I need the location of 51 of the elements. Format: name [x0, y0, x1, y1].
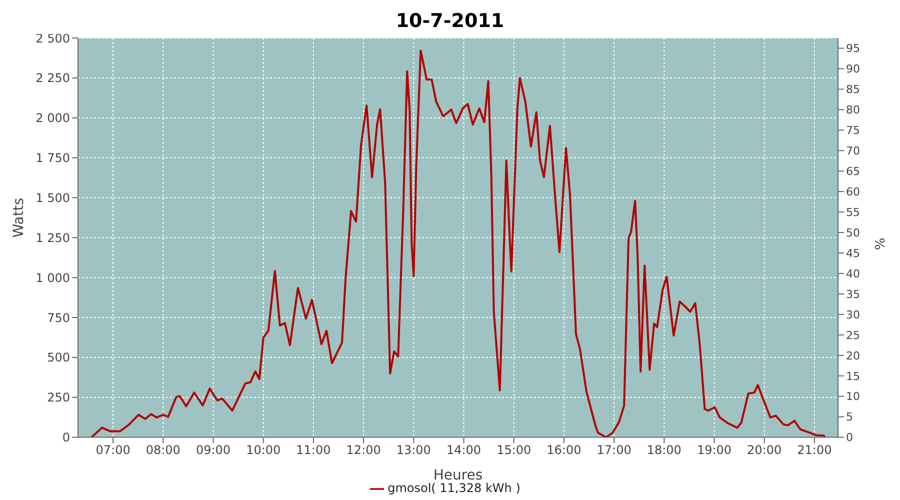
x-tick-label: 07:00 [96, 442, 130, 457]
y-tick-label: 1 500 [36, 190, 70, 205]
y-tick-label: 250 [47, 390, 70, 405]
x-tick-label: 21:00 [797, 442, 832, 457]
y2-tick-label: 60 [846, 185, 860, 198]
x-axis-title: Heures [433, 467, 483, 484]
line-series [90, 50, 826, 438]
y-axis-title: Watts [10, 198, 27, 238]
y-tick-label: 500 [47, 350, 70, 365]
x-tick-label: 19:00 [696, 442, 732, 457]
y2-tick-label: 85 [846, 83, 860, 96]
y2-tick-label: 35 [846, 288, 860, 301]
y-tick-label: 1 000 [36, 270, 70, 285]
x-tick-label: 18:00 [646, 442, 682, 457]
y-tick-label: 1 750 [36, 151, 70, 166]
y-tick-label: 2 250 [36, 71, 70, 86]
x-tick-label: 20:00 [747, 442, 782, 457]
y-tick-label: 1 250 [36, 230, 70, 245]
legend-label: gmosol( 11,328 kWh ) [388, 481, 520, 496]
x-tick-label: 13:00 [396, 442, 431, 457]
y2-tick-label: 50 [846, 226, 860, 240]
y2-tick-label: 90 [846, 62, 860, 76]
x-tick-label: 14:00 [446, 442, 482, 457]
y-tick-label: 750 [47, 310, 70, 325]
y2-tick-label: 15 [846, 370, 860, 383]
x-tick-label: 10:00 [246, 442, 281, 457]
y2-tick-label: 75 [846, 124, 860, 138]
y-tick-label: 0 [62, 430, 70, 445]
y2-tick-label: 55 [846, 206, 860, 219]
y2-tick-label: 65 [846, 165, 860, 178]
x-tick-label: 12:00 [346, 442, 381, 457]
y2-axis-title: % [874, 238, 889, 250]
y2-tick-label: 80 [846, 104, 860, 117]
y2-tick-label: 45 [846, 246, 860, 260]
y2-tick-label: 95 [846, 42, 860, 56]
x-tick-label: 15:00 [496, 442, 532, 457]
x-tick-label: 11:00 [296, 442, 331, 457]
y2-tick-label: 10 [846, 390, 860, 404]
y2-tick-label: 70 [846, 144, 860, 158]
y2-tick-label: 20 [846, 349, 860, 362]
chart-title: 10-7-2011 [396, 10, 504, 32]
y2-tick-label: 25 [846, 328, 860, 342]
y2-tick-label: 40 [846, 267, 860, 280]
y-tick-label: 2 000 [36, 111, 70, 126]
y2-tick-label: 5 [846, 410, 853, 424]
x-tick-label: 08:00 [146, 442, 180, 457]
x-tick-label: 09:00 [196, 442, 231, 457]
y2-tick-label: 0 [846, 431, 853, 444]
x-tick-label: 17:00 [596, 442, 632, 457]
y2-tick-label: 30 [846, 308, 860, 322]
x-tick-label: 16:00 [546, 442, 582, 457]
